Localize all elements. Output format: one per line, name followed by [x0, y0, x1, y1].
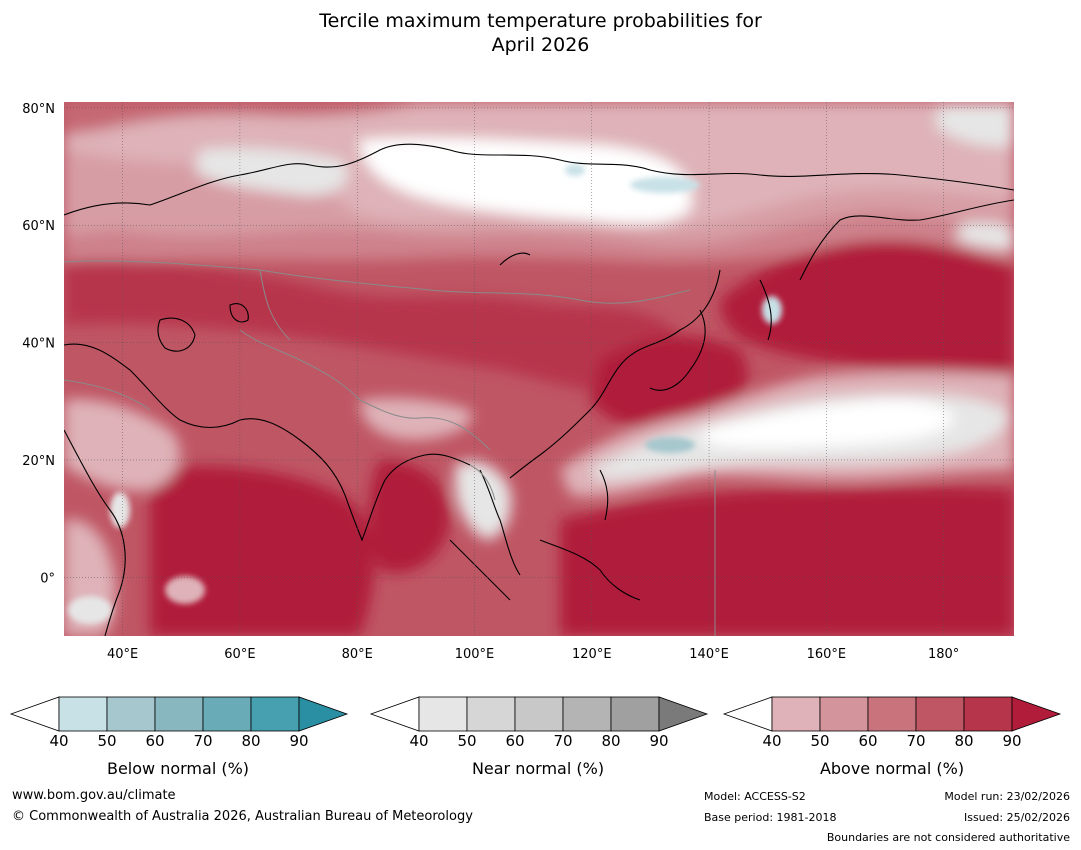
near-normal-patch-africa — [110, 492, 130, 528]
longitude-labels: 40°E 60°E 80°E 100°E 120°E 140°E 160°E 180° — [107, 647, 959, 662]
base-period-text: Base period: 1981-2018 — [704, 811, 837, 824]
above-tick-label: 50 — [810, 732, 830, 750]
boundaries-note: Boundaries are not considered authoritat… — [826, 831, 1070, 844]
nw-pacific-deep-red — [720, 240, 1014, 400]
website-link[interactable]: www.bom.gov.au/climate — [12, 788, 176, 803]
near-tick-label: 90 — [649, 732, 669, 750]
country-borders — [64, 260, 716, 636]
colorbar-segment — [819, 696, 869, 732]
indian-ocean-deep-red — [150, 466, 374, 636]
colorbar-segment — [418, 696, 468, 732]
lon-label: 100°E — [455, 647, 495, 662]
colorbar-under-arrow — [9, 696, 60, 732]
lon-label: 40°E — [107, 647, 138, 662]
colorbar-under-arrow — [369, 696, 420, 732]
below-normal-patch-kuril — [762, 296, 782, 324]
chart-title: Tercile maximum temperature probabilitie… — [0, 9, 1081, 57]
near-normal-label: Near normal (%) — [471, 759, 605, 778]
tropical-pacific-deep-red — [560, 487, 1014, 636]
colorbar-below-normal — [9, 696, 349, 732]
below-normal-patch-central-siberia — [565, 164, 585, 176]
lat-label: 60°N — [22, 219, 55, 234]
northeast-gray — [935, 105, 1014, 147]
colorbar-segment — [610, 696, 660, 732]
issued-text: Issued: 25/02/2026 — [963, 811, 1070, 824]
above-tick-label: 90 — [1002, 732, 1022, 750]
lon-label: 60°E — [224, 647, 255, 662]
near-normal-patch-madagascar — [68, 596, 112, 624]
colorbar-under-arrow — [722, 696, 773, 732]
siberia-near-normal — [360, 137, 692, 225]
near-tick-label: 60 — [505, 732, 525, 750]
colorbar-segment — [963, 696, 1013, 732]
above-normal-label: Above normal (%) — [819, 759, 965, 778]
above-tick-label: 70 — [906, 732, 926, 750]
below-normal-label: Below normal (%) — [106, 759, 250, 778]
above-tick-label: 80 — [954, 732, 974, 750]
colorbar-segment — [514, 696, 564, 732]
colorbar-segment — [250, 696, 300, 732]
colorbar-over-arrow — [1011, 696, 1062, 732]
near-tick-label: 40 — [409, 732, 429, 750]
colorbar-segment — [771, 696, 821, 732]
colorbar-over-arrow — [298, 696, 349, 732]
below-tick-label: 50 — [97, 732, 117, 750]
kamchatka-gray — [955, 222, 1014, 250]
colorbar-segment — [202, 696, 252, 732]
colorbar-near-normal — [369, 696, 709, 732]
colorbar-segment — [58, 696, 108, 732]
below-normal-patch-pacific — [645, 437, 695, 453]
lon-label: 120°E — [572, 647, 612, 662]
west-siberia-gray — [195, 148, 348, 196]
near-tick-label: 80 — [601, 732, 621, 750]
below-tick-label: 90 — [289, 732, 309, 750]
bay-of-bengal-deep-red — [368, 460, 450, 573]
near-tick-label: 70 — [553, 732, 573, 750]
indochina-near-normal — [455, 461, 512, 540]
colorbar-segment — [154, 696, 204, 732]
coastlines — [64, 143, 1014, 636]
above-normal-patch-ocean — [165, 576, 205, 604]
colorbar-segment — [915, 696, 965, 732]
model-text: Model: ACCESS-S2 — [704, 790, 806, 803]
below-tick-label: 60 — [145, 732, 165, 750]
below-tick-label: 40 — [49, 732, 69, 750]
title-line-2: April 2026 — [491, 34, 590, 56]
title-line-1: Tercile maximum temperature probabilitie… — [319, 10, 762, 32]
colorbar-above-normal — [722, 696, 1062, 732]
probability-field — [64, 102, 1014, 636]
lat-label: 0° — [40, 571, 55, 586]
gridlines — [64, 102, 1014, 636]
colorbar-segment — [867, 696, 917, 732]
east-asia-red — [590, 336, 748, 433]
below-normal-patch-siberia — [630, 177, 700, 193]
copyright-text: © Commonwealth of Australia 2026, Austra… — [12, 809, 473, 824]
colorbar-segment — [466, 696, 516, 732]
colorbar-segment — [562, 696, 612, 732]
arctic-top-dark — [64, 102, 420, 135]
model-run-text: Model run: 23/02/2026 — [944, 790, 1070, 803]
lat-label: 40°N — [22, 337, 55, 352]
colorbar-segment — [106, 696, 156, 732]
lon-label: 160°E — [807, 647, 847, 662]
below-tick-label: 80 — [241, 732, 261, 750]
arabia-light — [64, 399, 181, 491]
below-tick-label: 70 — [193, 732, 213, 750]
latitude-labels: 80°N 60°N 40°N 20°N 0° — [22, 102, 55, 586]
tibet-light — [360, 398, 472, 440]
above-tick-label: 60 — [858, 732, 878, 750]
lon-label: 180° — [928, 647, 959, 662]
lat-label: 80°N — [22, 102, 55, 117]
colorbar-over-arrow — [658, 696, 709, 732]
subtropical-pacific-white — [700, 399, 955, 449]
above-tick-label: 40 — [762, 732, 782, 750]
lat-label: 20°N — [22, 454, 55, 469]
lon-label: 80°E — [342, 647, 373, 662]
near-tick-label: 50 — [457, 732, 477, 750]
central-asia-red — [64, 260, 686, 393]
lon-label: 140°E — [689, 647, 729, 662]
